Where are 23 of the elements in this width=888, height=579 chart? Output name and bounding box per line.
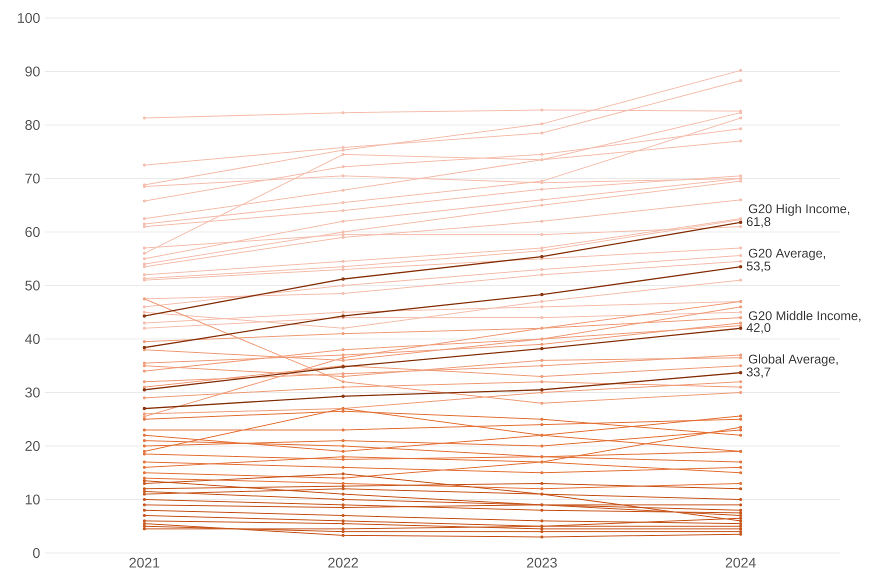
series-label: Global Average, — [748, 354, 838, 366]
data-label: 33,7 — [746, 367, 770, 378]
y-tick-label: 50 — [25, 280, 40, 290]
y-tick-label: 40 — [25, 334, 40, 344]
y-tick-label: 30 — [25, 388, 40, 398]
data-label: 61,8 — [746, 217, 770, 228]
y-tick-label: 20 — [25, 441, 40, 451]
y-tick-label: 10 — [26, 494, 40, 504]
y-tick-label: 100 — [18, 13, 40, 23]
x-tick-label: 2023 — [527, 558, 557, 568]
x-tick-label: 2022 — [328, 558, 358, 568]
series-label: G20 High Income, — [748, 204, 850, 216]
y-tick-label: 0 — [33, 548, 40, 558]
series-label: G20 Average, — [748, 248, 826, 260]
data-label: 42,0 — [746, 323, 770, 334]
series-label: G20 Middle Income, — [748, 310, 860, 322]
y-tick-label: 90 — [25, 66, 40, 76]
y-tick-label: 80 — [25, 120, 40, 130]
x-tick-label: 2024 — [726, 558, 756, 568]
y-tick-label: 60 — [25, 227, 40, 237]
y-tick-label: 70 — [25, 174, 40, 184]
x-tick-label: 2021 — [130, 558, 160, 568]
data-label: 53,5 — [746, 262, 770, 272]
